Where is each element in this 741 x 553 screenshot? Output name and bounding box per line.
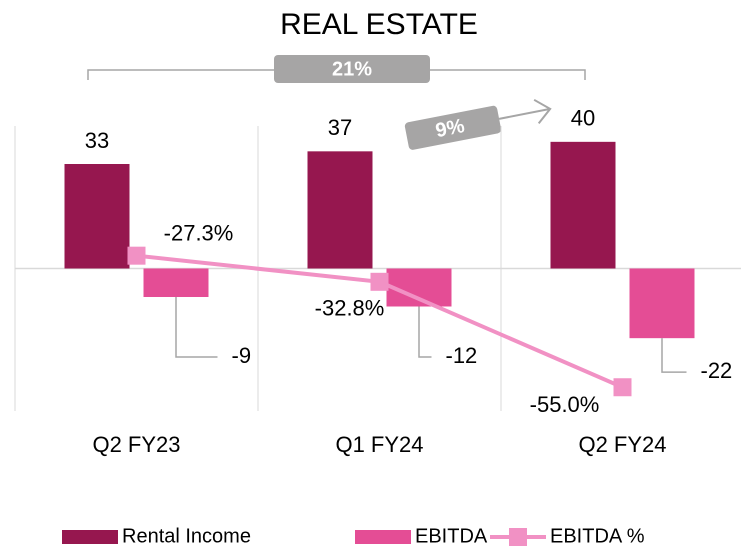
- data-label: -12: [446, 343, 478, 368]
- legend-label: Rental Income: [122, 525, 251, 547]
- data-label: -9: [232, 343, 252, 368]
- x-tick-label: Q2 FY23: [92, 432, 180, 457]
- marker: [370, 272, 389, 291]
- leader-line: [661, 338, 687, 373]
- legend-swatch: [355, 530, 411, 544]
- data-label: 33: [85, 128, 109, 153]
- data-label: -55.0%: [530, 392, 600, 417]
- legend-swatch: [62, 530, 118, 544]
- growth-arrow: 9%: [404, 98, 552, 150]
- leader-line: [418, 306, 432, 358]
- leader-line: [175, 297, 218, 358]
- annotation: 21%: [332, 58, 372, 80]
- legend-label: EBITDA: [415, 525, 488, 547]
- bar: [307, 151, 373, 269]
- marker: [127, 246, 146, 265]
- bar: [143, 268, 209, 297]
- x-tick-label: Q1 FY24: [335, 432, 423, 457]
- x-tick-label: Q2 FY24: [578, 432, 666, 457]
- bar: [550, 141, 616, 269]
- data-label: -22: [701, 358, 733, 383]
- data-label: -32.8%: [315, 296, 385, 321]
- bar: [64, 164, 130, 269]
- marker: [613, 378, 632, 397]
- bar: [629, 268, 695, 339]
- data-label: 40: [571, 106, 595, 131]
- legend-label: EBITDA %: [550, 525, 645, 547]
- chart-title: REAL ESTATE: [280, 8, 478, 41]
- legend-swatch: [509, 528, 527, 546]
- annotation-box: [404, 105, 502, 150]
- data-label: 37: [328, 115, 352, 140]
- annotation: 9%: [434, 115, 467, 142]
- data-label: -27.3%: [164, 220, 234, 245]
- arrow: [498, 98, 552, 124]
- annotation-box: [274, 55, 430, 83]
